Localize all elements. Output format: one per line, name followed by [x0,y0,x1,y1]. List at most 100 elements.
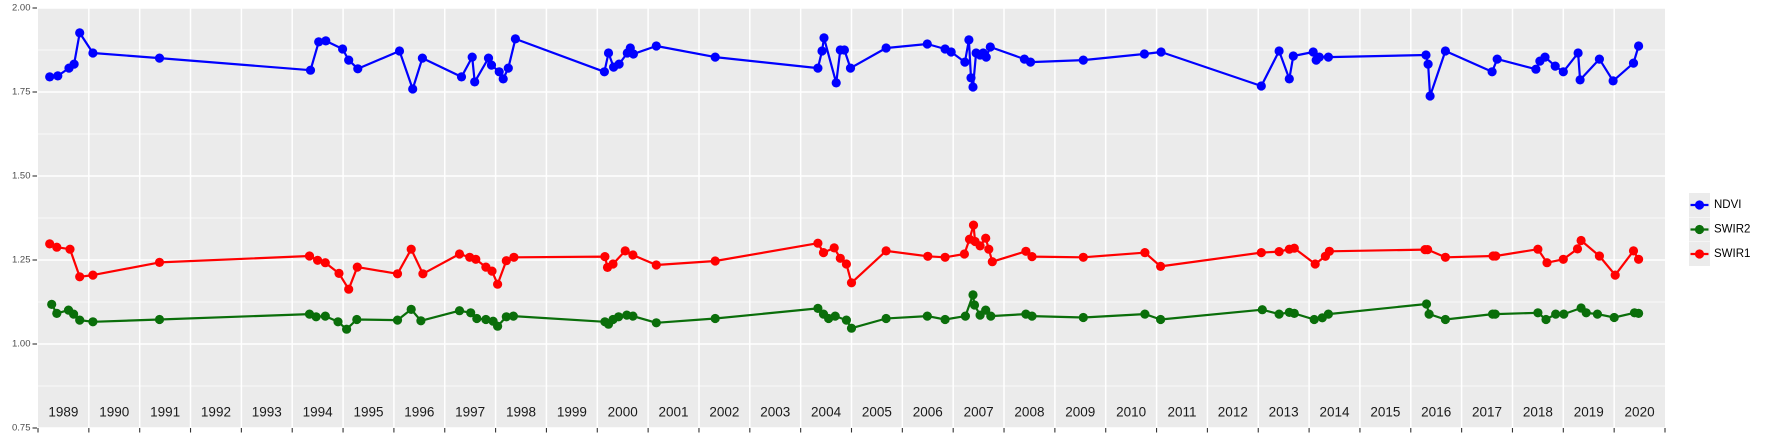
data-point [1156,47,1166,57]
legend-item-swir2: SWIR2 [1689,217,1750,242]
x-axis-year-label: 1997 [455,405,485,420]
x-axis-year-label: 2003 [760,405,790,420]
legend-label: NDVI [1714,199,1741,211]
data-point [1256,81,1266,91]
data-point [1531,64,1541,74]
data-point [1491,251,1501,261]
data-point [968,220,979,230]
x-axis-year-label: 2006 [913,405,943,420]
data-point [1284,74,1294,84]
data-point [313,255,323,265]
x-axis-year-label: 2020 [1625,405,1655,420]
data-point [845,63,856,73]
x-axis-year-label: 1991 [150,405,180,420]
data-point [710,256,720,266]
data-point [969,300,980,310]
data-point [1440,314,1450,325]
x-axis-year-label: 1990 [99,405,129,420]
data-point [321,36,331,46]
data-point [628,311,638,321]
data-point [1487,67,1497,77]
data-point [1139,49,1149,59]
data-point [818,248,829,258]
data-point [830,311,840,321]
data-point [466,308,476,318]
data-point [1634,41,1644,51]
x-axis-year-label: 1996 [404,405,434,420]
data-point [813,238,823,248]
x-axis-year-label: 1998 [506,405,536,420]
x-axis-year-label: 2004 [811,405,842,420]
data-point [1156,261,1166,271]
data-point [454,249,465,259]
data-point [981,52,991,62]
data-point [710,52,720,62]
data-point [1323,52,1333,62]
legend-key-point [1694,249,1705,259]
data-point [841,259,852,269]
data-point [1425,91,1435,101]
data-point [88,48,98,58]
data-point [975,241,985,251]
x-axis-year-label: 2014 [1319,405,1350,420]
data-point [88,270,98,280]
data-point [846,323,857,333]
y-axis-tick-label: 1.00 [12,339,31,350]
data-point [964,35,974,45]
data-point [1421,50,1431,60]
data-point [154,314,165,325]
data-point [1575,75,1585,85]
data-point [1608,76,1618,86]
data-point [1550,61,1560,71]
data-point [472,313,482,324]
data-point [75,315,85,325]
data-point [392,315,403,325]
data-point [1025,57,1036,67]
data-point [966,73,976,83]
data-point [1423,245,1433,255]
series-swir1 [45,220,1644,294]
data-point [1027,311,1037,321]
data-point [508,311,518,321]
data-point [959,249,970,259]
data-point [881,246,891,256]
data-point [1140,309,1150,319]
data-point [987,257,997,267]
data-point [1027,252,1037,262]
data-point [1540,52,1550,62]
data-point [416,316,426,326]
data-point [305,65,316,75]
legend-item-swir1: SWIR1 [1689,242,1750,266]
data-point [960,57,970,67]
data-point [839,45,850,55]
data-point [320,258,330,268]
x-axis-year-label: 1993 [252,405,282,420]
data-point [1572,244,1583,254]
y-axis-tick-label: 2.00 [12,3,31,14]
x-axis-year-label: 1999 [557,405,587,420]
data-point [968,82,978,92]
data-point [1078,55,1088,65]
data-point [1140,248,1150,258]
data-point [1559,309,1569,319]
data-point [1423,59,1433,69]
data-point [1542,258,1552,268]
data-point [922,311,932,321]
data-point [498,74,508,84]
data-point [1440,252,1450,262]
data-point [501,256,511,266]
data-point [304,251,315,261]
data-point [320,311,330,321]
data-point [75,272,85,282]
data-point [481,314,491,325]
data-point [408,84,418,94]
data-point [1289,308,1299,318]
data-point [984,244,994,254]
data-point [1576,235,1586,246]
data-point [456,72,467,82]
data-point [835,253,845,263]
data-point [392,269,403,279]
data-point [65,244,75,254]
data-point [486,60,497,70]
